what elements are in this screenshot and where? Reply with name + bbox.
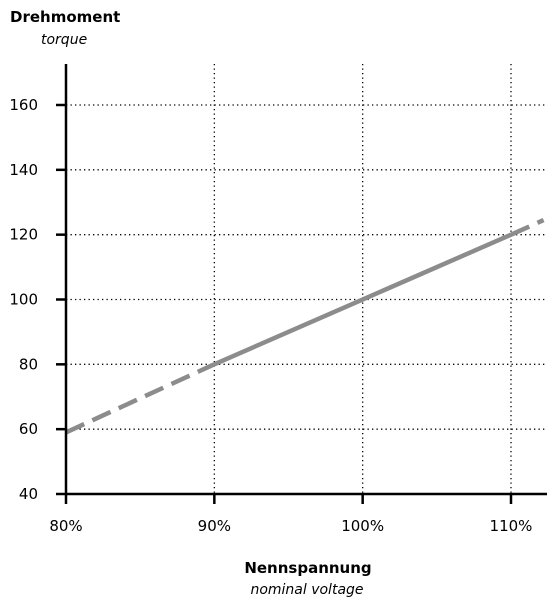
- x-tick-label: 110%: [490, 517, 533, 535]
- x-tick-label: 90%: [198, 517, 231, 535]
- y-tick-label: 60: [19, 420, 38, 438]
- y-axis-title: Drehmoment: [10, 8, 120, 26]
- series-line-dashed: [510, 218, 545, 237]
- y-tick-label: 140: [9, 161, 38, 179]
- y-tick-label: 120: [9, 226, 38, 244]
- x-tick-label: 100%: [341, 517, 384, 535]
- grid: [66, 64, 547, 494]
- series-line-dashed: [65, 362, 216, 435]
- y-tick-label: 160: [9, 96, 38, 114]
- y-tick-label: 80: [19, 355, 38, 373]
- y-tick-label: 40: [19, 485, 38, 503]
- y-axis-subtitle: torque: [41, 32, 87, 48]
- ticks: 40 60 80 100 120 140 160 80% 90% 100% 110%: [9, 96, 532, 535]
- series-layer: [65, 218, 545, 435]
- x-tick-label: 80%: [49, 517, 82, 535]
- x-axis-subtitle: nominal voltage: [250, 582, 363, 598]
- y-tick-label: 100: [9, 291, 38, 309]
- series-line-solid: [213, 232, 512, 367]
- x-axis-title: Nennspannung: [244, 559, 371, 577]
- axes: [64, 64, 547, 496]
